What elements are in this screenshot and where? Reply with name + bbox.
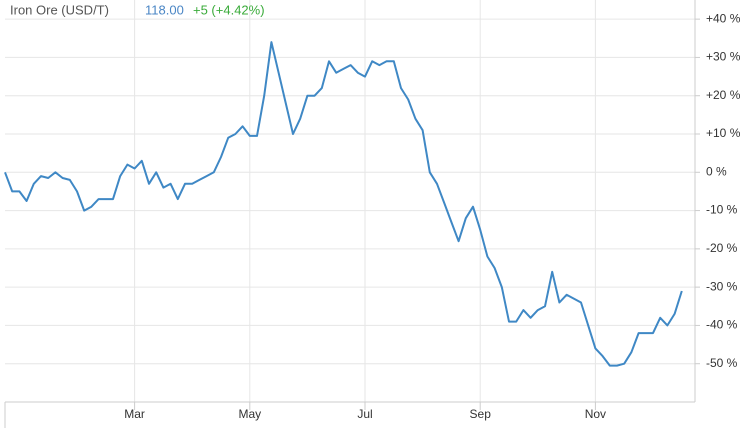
price: 118.00	[145, 2, 184, 17]
y-tick-label: 0 %	[706, 164, 727, 178]
y-tick-label: -10 %	[706, 203, 738, 217]
x-tick-label: May	[238, 407, 261, 421]
y-tick-label: +20 %	[706, 88, 741, 102]
y-tick-label: -20 %	[706, 241, 738, 255]
x-tick-label: Sep	[470, 407, 492, 421]
x-tick-label: Nov	[585, 407, 606, 421]
chart-title: Iron Ore (USD/T)	[10, 2, 109, 17]
x-tick-label: Jul	[357, 407, 372, 421]
x-tick-label: Mar	[124, 407, 145, 421]
y-tick-label: -50 %	[706, 356, 738, 370]
y-tick-label: +10 %	[706, 126, 741, 140]
price-change: +5 (+4.42%)	[193, 2, 265, 17]
y-tick-label: +30 %	[706, 50, 741, 64]
y-tick-label: -30 %	[706, 279, 738, 293]
data-line	[4, 41, 683, 367]
y-tick-label: -40 %	[706, 318, 738, 332]
y-tick-label: +40 %	[706, 11, 741, 25]
